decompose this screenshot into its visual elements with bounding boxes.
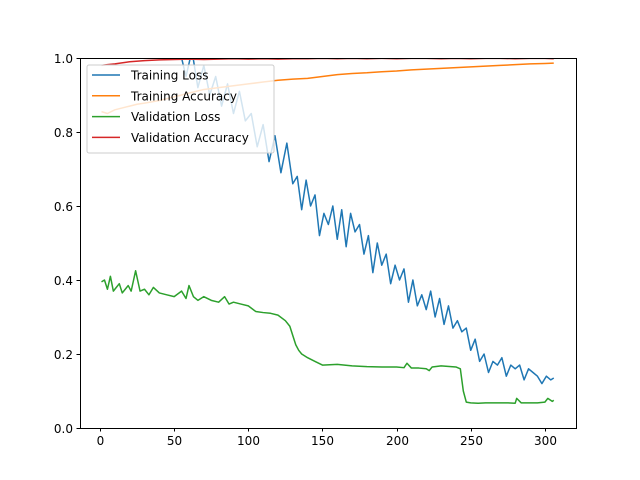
legend-label-training-accuracy: Training Accuracy — [130, 89, 237, 103]
legend-label-validation-loss: Validation Loss — [131, 110, 220, 124]
x-axis: 0 50 100 150 200 250 300 — [97, 428, 557, 448]
axes-frame — [80, 58, 577, 429]
y-axis: 0.0 0.2 0.4 0.6 0.8 1.0 — [54, 52, 80, 436]
y-tick-label: 0.6 — [54, 200, 73, 214]
y-tick-label: 0.0 — [54, 422, 73, 436]
legend-label-training-loss: Training Loss — [130, 69, 208, 83]
x-tick-label: 250 — [460, 434, 483, 448]
series-line-validation-loss — [101, 270, 555, 404]
y-tick-label: 0.4 — [54, 274, 73, 288]
y-tick-label: 0.2 — [54, 348, 73, 362]
x-tick-label: 200 — [386, 434, 409, 448]
legend-label-validation-accuracy: Validation Accuracy — [131, 131, 249, 145]
y-tick-label: 1.0 — [54, 52, 73, 66]
x-tick-label: 50 — [167, 434, 182, 448]
x-tick-label: 150 — [311, 434, 334, 448]
legend-items: Training Loss Training Accuracy Validation… — [92, 69, 249, 145]
legend: Training Loss Training Accuracy Validation… — [86, 64, 275, 154]
x-tick-label: 0 — [97, 434, 105, 448]
legend-frame — [86, 64, 275, 154]
x-tick-label: 300 — [534, 434, 557, 448]
y-tick-label: 0.8 — [54, 126, 73, 140]
x-tick-label: 100 — [237, 434, 260, 448]
axes-layer — [80, 58, 577, 429]
